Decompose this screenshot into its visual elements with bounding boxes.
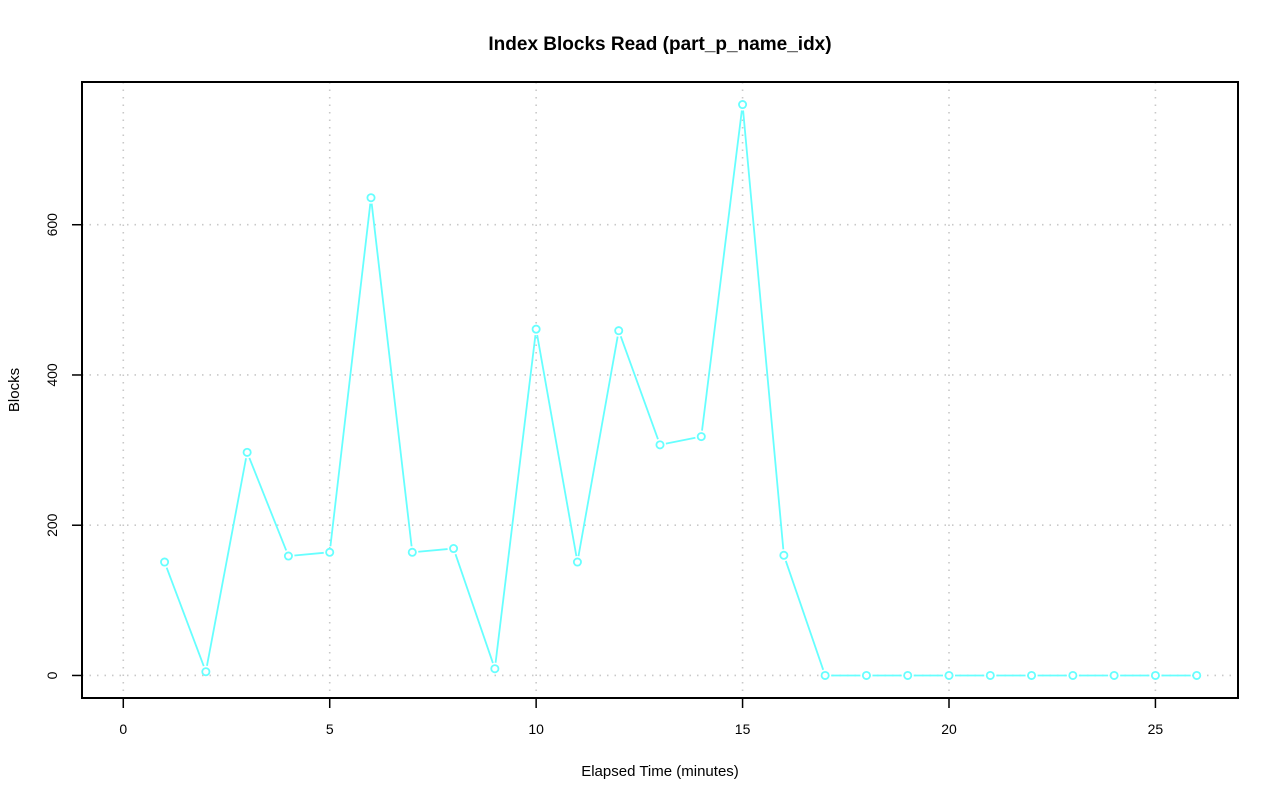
x-tick-label: 25 <box>1148 721 1164 737</box>
data-point <box>1150 670 1160 680</box>
data-point <box>1109 670 1119 680</box>
data-point <box>820 670 830 680</box>
series-line-segment <box>665 436 696 445</box>
y-axis-label: Blocks <box>6 368 23 412</box>
data-point <box>1068 670 1078 680</box>
axes: 0 5 10 15 20 25 0 200 400 600 <box>44 213 1163 737</box>
data-point <box>1027 670 1037 680</box>
series-line-segment <box>701 110 743 431</box>
data-point <box>490 664 500 674</box>
y-tick-label: 600 <box>44 213 60 237</box>
x-tick-label: 0 <box>119 721 127 737</box>
x-axis-label: Elapsed Time (minutes) <box>581 763 739 780</box>
data-point <box>366 193 376 203</box>
series-line-segment <box>784 560 825 671</box>
plot-area-border <box>81 81 1239 699</box>
data-point <box>242 447 252 457</box>
x-tick-label: 10 <box>528 721 544 737</box>
x-tick-label: 15 <box>735 721 751 737</box>
series-line-segment <box>742 110 785 550</box>
y-tick-label: 200 <box>44 513 60 537</box>
series-line-segment <box>165 567 205 667</box>
data-point <box>985 670 995 680</box>
series-line-segment <box>418 548 448 553</box>
data-point <box>283 551 293 561</box>
series-line-segment <box>536 334 578 557</box>
x-tick-label: 5 <box>326 721 334 737</box>
data-point <box>572 557 582 567</box>
series-line-segment <box>454 553 494 664</box>
series-line-segment <box>248 457 288 551</box>
y-tick-label: 0 <box>44 671 60 679</box>
series-layer <box>160 100 1202 680</box>
data-point <box>779 550 789 560</box>
data-point <box>944 670 954 680</box>
data-point <box>449 544 459 554</box>
series-line-segment <box>494 334 537 663</box>
data-point <box>738 100 748 110</box>
data-point <box>407 547 417 557</box>
data-point <box>655 440 665 450</box>
data-point <box>903 670 913 680</box>
y-tick-label: 400 <box>44 363 60 387</box>
series-line-segment <box>619 335 659 440</box>
data-point <box>1192 670 1202 680</box>
data-point <box>861 670 871 680</box>
x-tick-label: 20 <box>941 721 957 737</box>
data-point <box>696 432 706 442</box>
series <box>160 100 1202 680</box>
series-line-segment <box>294 551 324 557</box>
data-point <box>325 547 335 557</box>
series-line-segment <box>370 203 413 547</box>
chart-title: Index Blocks Read (part_p_name_idx) <box>488 34 831 55</box>
series-line-segment <box>206 458 247 666</box>
data-point <box>614 326 624 336</box>
series-line-segment <box>329 203 372 547</box>
grid <box>82 82 1238 698</box>
data-point <box>531 324 541 334</box>
data-point <box>160 557 170 567</box>
series-line-segment <box>577 336 619 557</box>
data-point <box>201 667 211 677</box>
